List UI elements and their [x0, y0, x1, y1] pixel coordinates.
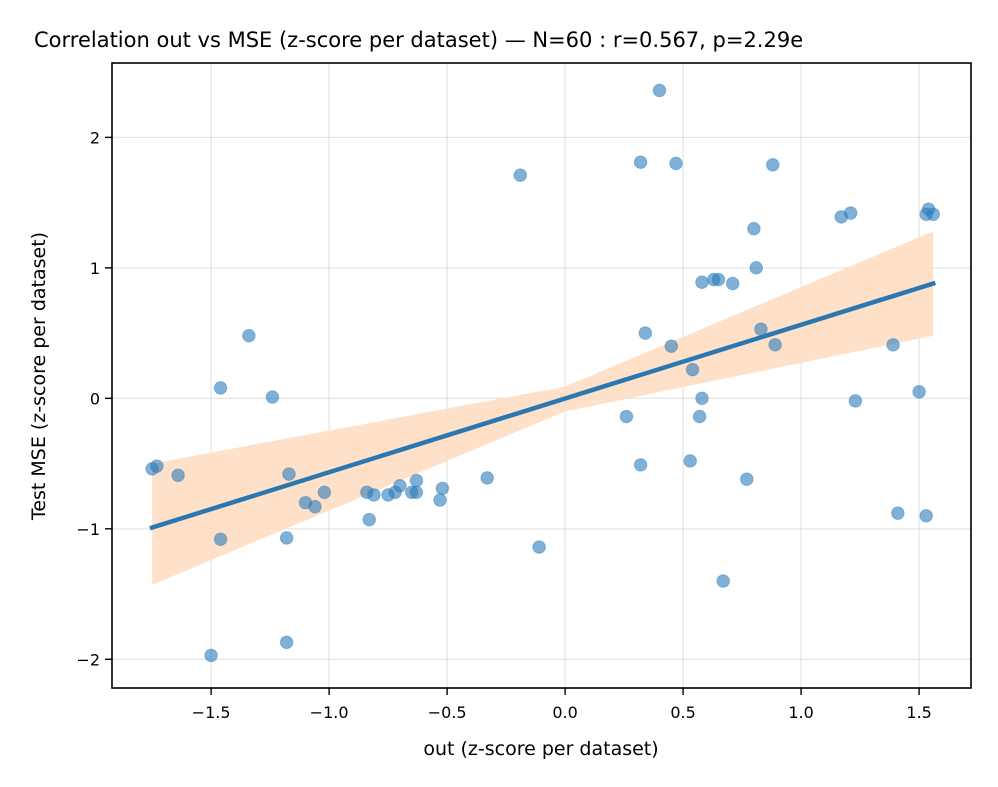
data-point	[409, 485, 424, 500]
data-point	[633, 155, 648, 169]
data-point	[213, 532, 228, 547]
data-point	[683, 454, 697, 468]
data-point	[282, 467, 296, 481]
data-point	[912, 385, 926, 399]
data-point	[279, 531, 294, 545]
chart-title: Correlation out vs MSE (z-score per data…	[34, 28, 803, 52]
data-point	[926, 207, 941, 222]
y-tick-label: 1	[90, 259, 100, 278]
y-axis-label: Test MSE (z-score per dataset)	[28, 232, 50, 521]
confidence-band	[152, 231, 934, 585]
data-point	[747, 221, 761, 236]
data-point	[848, 394, 863, 408]
data-point	[213, 381, 228, 395]
x-tick-label: −0.5	[428, 703, 467, 722]
data-point	[695, 391, 709, 406]
data-point	[886, 338, 900, 352]
data-point	[652, 83, 667, 98]
x-tick-label: 0.5	[670, 703, 695, 722]
data-point	[695, 275, 709, 290]
data-point	[716, 574, 731, 588]
data-point	[619, 409, 634, 424]
y-tick-label: 2	[90, 128, 100, 147]
x-tick-label: −1.5	[192, 703, 231, 722]
x-tick-label: 0.0	[552, 703, 577, 722]
data-point	[749, 261, 764, 275]
data-point	[725, 276, 740, 291]
data-point	[768, 338, 782, 352]
data-point	[754, 322, 768, 336]
data-point	[367, 488, 381, 502]
data-point	[685, 362, 700, 377]
data-point	[171, 468, 185, 483]
data-point	[480, 471, 495, 485]
data-point	[692, 409, 707, 424]
data-point	[711, 272, 726, 287]
data-point	[638, 326, 653, 340]
axes-frame	[111, 62, 972, 689]
data-point	[409, 473, 424, 488]
data-point	[204, 648, 218, 663]
data-point	[513, 168, 528, 183]
data-point	[362, 512, 377, 527]
x-tick-label: −1.0	[310, 703, 349, 722]
data-point	[317, 485, 332, 500]
data-point	[740, 472, 754, 487]
data-point	[435, 481, 450, 496]
data-point	[145, 461, 159, 476]
data-point	[765, 157, 780, 172]
data-point	[433, 493, 447, 507]
y-tick-label: −1	[76, 520, 100, 539]
data-point	[265, 390, 280, 404]
x-tick-label: 1.0	[788, 703, 813, 722]
regression-line	[149, 280, 937, 531]
y-tick-label: 0	[90, 389, 100, 408]
data-point	[633, 458, 648, 472]
x-axis-label: out (z-score per dataset)	[423, 738, 658, 760]
y-axis-ticks: −2 −1 0 1 2	[76, 128, 112, 669]
data-point	[388, 485, 402, 500]
scatter-points	[145, 83, 941, 663]
data-point	[532, 540, 546, 554]
x-axis-ticks: −1.5 −1.0 −0.5 0.0 0.5 1.0 1.5	[192, 688, 932, 722]
data-point	[919, 508, 933, 523]
data-point	[242, 328, 256, 343]
y-tick-label: −2	[76, 650, 100, 669]
data-point	[834, 210, 849, 224]
data-point	[308, 499, 322, 514]
data-point	[669, 156, 683, 171]
data-point	[664, 339, 679, 353]
x-tick-label: 1.5	[906, 703, 931, 722]
data-point	[279, 635, 294, 650]
data-point	[891, 506, 905, 520]
